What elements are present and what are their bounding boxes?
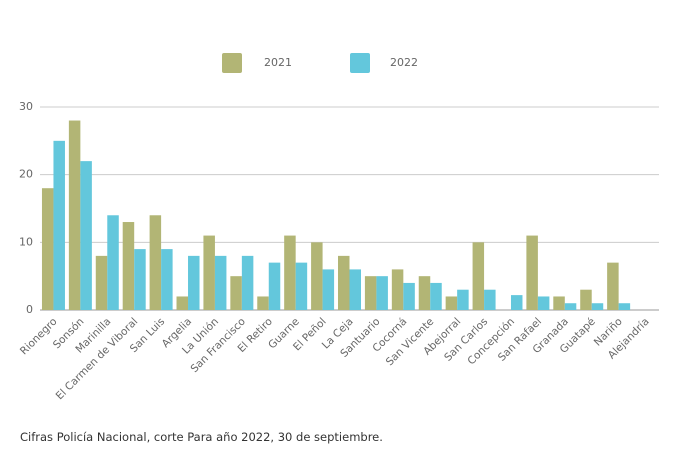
- bar-2021-15: [445, 296, 458, 310]
- bar-2021-21: [607, 262, 619, 310]
- legend: 2021 2022: [222, 53, 418, 73]
- bar-2021-10: [311, 242, 323, 310]
- bar-2022-2: [107, 215, 119, 310]
- y-tick-label: 10: [19, 235, 33, 248]
- bar-2022-13: [403, 282, 415, 310]
- bar-2021-2: [95, 255, 108, 310]
- y-tick-label: 30: [19, 100, 33, 113]
- bar-2021-13: [391, 269, 404, 310]
- bar-2021-16: [472, 242, 485, 310]
- bar-2022-8: [268, 262, 281, 310]
- bar-2021-3: [122, 222, 135, 310]
- bar-2021-6: [203, 235, 215, 310]
- y-tick-label: 20: [19, 168, 33, 181]
- legend-swatch-2021: [222, 53, 242, 73]
- bar-2022-19: [564, 303, 577, 310]
- bar-2022-1: [80, 161, 92, 310]
- bar-2021-0: [41, 188, 54, 310]
- bar-2021-12: [364, 276, 377, 310]
- bar-2021-20: [580, 289, 592, 310]
- source-note: Cifras Policía Nacional, corte Para año …: [20, 430, 383, 444]
- legend-swatch-2022: [350, 53, 370, 73]
- bar-2022-6: [214, 255, 227, 310]
- y-tick-label: 0: [26, 303, 33, 316]
- bar-2022-12: [376, 276, 388, 310]
- bar-2021-8: [257, 296, 269, 310]
- bar-2022-0: [53, 140, 65, 310]
- bar-2022-21: [618, 303, 631, 310]
- bar-2021-7: [230, 276, 242, 310]
- x-tick-label: Rionegro: [18, 316, 60, 358]
- bar-2022-15: [457, 289, 469, 310]
- bar-2022-14: [430, 282, 442, 310]
- legend-label-2022: 2022: [390, 56, 418, 69]
- y-axis: 0 10 20 30: [19, 100, 33, 316]
- bar-2022-17: [510, 295, 523, 310]
- bar-2022-9: [295, 262, 308, 310]
- bar-2022-3: [134, 249, 146, 310]
- bar-2021-19: [553, 296, 565, 310]
- bar-2022-20: [591, 303, 604, 310]
- bar-2022-7: [241, 255, 254, 310]
- bar-2021-14: [418, 276, 431, 310]
- bars: [41, 120, 631, 310]
- bar-2021-11: [338, 255, 350, 310]
- bar-2021-9: [284, 235, 296, 310]
- bar-2022-5: [188, 255, 200, 310]
- legend-label-2021: 2021: [264, 56, 292, 69]
- bar-2021-5: [176, 296, 189, 310]
- bar-2022-4: [161, 249, 173, 310]
- bar-2022-10: [322, 269, 335, 310]
- bar-2022-16: [484, 289, 496, 310]
- bar-2021-18: [526, 235, 538, 310]
- bar-2022-18: [537, 296, 550, 310]
- bar-2021-4: [149, 215, 162, 310]
- bar-2021-1: [68, 120, 81, 310]
- bar-2022-11: [349, 269, 361, 310]
